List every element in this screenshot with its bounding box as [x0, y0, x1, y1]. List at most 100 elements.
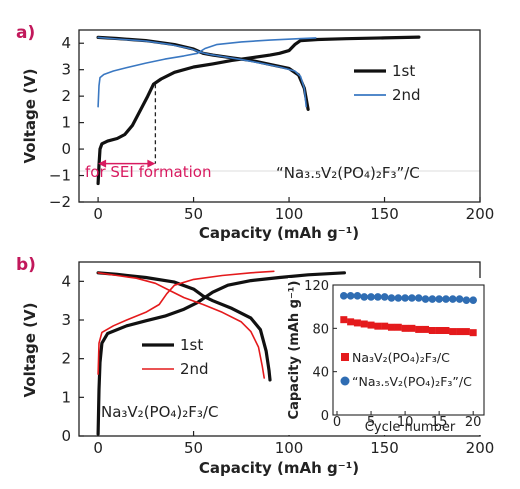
- series-1st-charge-curve-a: [96, 35, 421, 186]
- panel-b-legend: 1st 2nd: [142, 336, 209, 378]
- sei-annotation: for SEI formation: [85, 84, 211, 181]
- inset-point-blue: [428, 295, 437, 303]
- panel-a-legend: 1st 2nd: [354, 62, 421, 104]
- inset-point-blue: [387, 294, 396, 302]
- inset-point-blue: [435, 295, 443, 303]
- inset-legend: Na₃V₂(PO₄)₂F₃/C “Na₃.₅V₂(PO₄)₂F₃”/C: [340, 350, 472, 389]
- y-tick-label: 0: [61, 140, 71, 158]
- panel-label-a: a): [16, 23, 35, 43]
- y-tick-label: 4: [61, 34, 71, 52]
- x-tick-label: 100: [275, 439, 304, 457]
- legend-label-2nd-a: 2nd: [392, 86, 421, 104]
- inset-point-blue: [360, 293, 369, 301]
- y-tick-label: 4: [61, 272, 71, 290]
- series-2nd-charge-curve-a: [97, 37, 317, 108]
- series-2nd-discharge-curve-b: [97, 272, 265, 379]
- inset-point-blue: [367, 293, 375, 301]
- inset-y-tick-label: 0: [321, 409, 329, 424]
- series-2nd-charge-curve-b: [97, 270, 275, 375]
- panel-a-material-label: “Na₃.₅V₂(PO₄)₂F₃”/C: [276, 164, 420, 182]
- inset-x-tick-label: 10: [397, 415, 414, 430]
- inset-axes-frame: [332, 284, 485, 416]
- inset-point-red: [401, 324, 409, 332]
- inset-point-red: [394, 323, 402, 331]
- y-tick-label: 3: [61, 311, 71, 329]
- inset-point-blue: [421, 295, 430, 303]
- series-1st-discharge-curve-b: [96, 271, 272, 382]
- panel-b-xlabel: Capacity (mAh g⁻¹): [199, 459, 359, 477]
- inset-point-red: [442, 327, 450, 334]
- panel-a-curves: [96, 35, 421, 186]
- inset-point-red: [462, 328, 470, 336]
- inset-point-blue: [380, 293, 389, 301]
- x-tick-label: 0: [93, 205, 103, 223]
- series-1st-discharge-curve-a: [96, 35, 310, 111]
- inset-point-red: [340, 316, 348, 324]
- inset-point-red: [353, 319, 361, 327]
- sei-arrowhead-right: [147, 159, 156, 168]
- y-tick-label: 3: [61, 61, 71, 79]
- inset-legend-label-red: Na₃V₂(PO₄)₂F₃/C: [352, 350, 450, 365]
- inset-point-red: [367, 321, 375, 329]
- x-tick-label: 100: [275, 205, 304, 223]
- inset-y-tick-label: 120: [304, 279, 329, 294]
- inset-point-blue: [340, 292, 348, 300]
- inset-point-red: [360, 320, 368, 328]
- x-tick-label: 200: [466, 205, 495, 223]
- inset-x-tick-label: 5: [367, 415, 375, 430]
- inset-x-tick-label: 15: [431, 415, 448, 430]
- y-tick-label: 2: [61, 87, 71, 105]
- inset-point-blue: [455, 295, 464, 303]
- y-tick-label: 1: [61, 114, 71, 132]
- x-tick-label: 150: [370, 205, 399, 223]
- inset-point-red: [381, 322, 389, 330]
- inset-xlabel: Cycle number: [365, 420, 456, 435]
- inset-point-blue: [394, 294, 403, 302]
- sei-arrowhead-left: [98, 159, 107, 168]
- inset-point-blue: [374, 293, 382, 301]
- legend-label-1st-a: 1st: [392, 62, 415, 80]
- x-tick-label: 0: [93, 439, 103, 457]
- inset-point-blue: [448, 295, 457, 303]
- panel-a-axes-frame: [78, 29, 481, 203]
- inset-point-blue: [408, 294, 416, 302]
- inset-point-red: [469, 329, 477, 337]
- inset-point-blue: [353, 292, 362, 300]
- panel-label-b: b): [16, 255, 36, 275]
- inset-legend-marker-red: [341, 353, 349, 361]
- inset-legend-marker-blue: [340, 376, 350, 386]
- legend-label-2nd-b: 2nd: [180, 360, 209, 378]
- inset-points: [340, 292, 477, 337]
- inset-point-blue: [442, 295, 450, 303]
- y-tick-label: 1: [61, 388, 71, 406]
- inset-background: [288, 278, 486, 435]
- inset-point-red: [415, 325, 423, 333]
- inset-point-blue: [401, 294, 409, 302]
- inset-point-red: [428, 327, 436, 334]
- y-tick-label: −2: [49, 193, 71, 211]
- inset-legend-label-blue: “Na₃.₅V₂(PO₄)₂F₃”/C: [352, 374, 472, 389]
- x-tick-label: 200: [466, 439, 495, 457]
- inset-x-tick-label: 0: [333, 415, 341, 430]
- panel-a-ticks: 0 50 100 150 200 −2 −1 0 1 2 3 4: [49, 34, 494, 223]
- series-2nd-discharge-curve-a: [97, 36, 307, 108]
- inset-point-red: [435, 327, 443, 334]
- inset-point-blue: [469, 296, 477, 304]
- panel-b-ylabel: Voltage (V): [21, 303, 39, 398]
- inset-point-red: [374, 322, 382, 330]
- inset-ylabel: Capacity (mAh g⁻¹): [287, 281, 302, 420]
- panel-b-curves: [96, 270, 346, 436]
- panel-a-xlabel: Capacity (mAh g⁻¹): [199, 224, 359, 242]
- y-tick-label: 0: [61, 427, 71, 445]
- legend-label-1st-b: 1st: [180, 336, 203, 354]
- inset-x-tick-label: 20: [465, 415, 482, 430]
- x-tick-label: 50: [184, 439, 203, 457]
- x-tick-label: 50: [184, 205, 203, 223]
- inset-point-blue: [462, 296, 471, 304]
- inset-point-red: [408, 324, 416, 332]
- panel-a-ylabel: Voltage (V): [21, 69, 39, 164]
